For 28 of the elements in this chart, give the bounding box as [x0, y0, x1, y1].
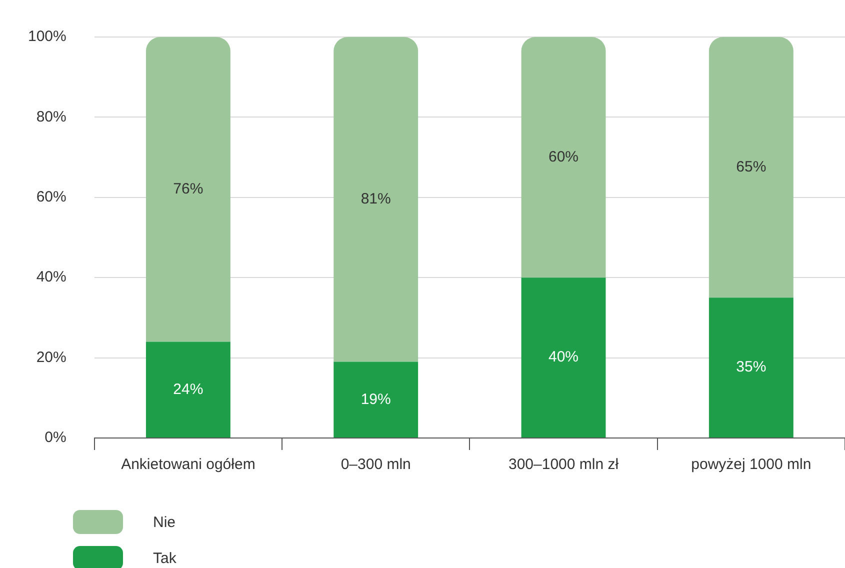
- data-label: 60%: [548, 148, 579, 166]
- y-tick-label: 0%: [44, 429, 66, 446]
- data-label: 19%: [360, 390, 391, 408]
- x-tick-label: Ankietowani ogółem: [121, 456, 256, 474]
- y-tick-label: 40%: [36, 268, 66, 286]
- y-tick-label: 80%: [36, 108, 66, 126]
- bar: [521, 37, 606, 278]
- bar: [334, 362, 418, 438]
- legend-label: Nie: [153, 514, 176, 530]
- x-tick-label: 0–300 mln: [340, 456, 411, 474]
- bar: [708, 37, 794, 298]
- bar: [521, 278, 606, 438]
- bar: [334, 37, 418, 362]
- x-tick-label: 300–1000 mln zł: [508, 456, 620, 474]
- bar: [146, 37, 230, 342]
- legend-label: Tak: [153, 550, 176, 566]
- x-tick-label: powyżej 1000 mln: [691, 456, 812, 474]
- bar: [146, 342, 230, 438]
- y-tick-label: 20%: [36, 348, 66, 366]
- y-tick-label: 100%: [28, 28, 66, 46]
- data-label: 40%: [548, 348, 579, 366]
- data-label: 81%: [360, 190, 391, 208]
- bar: [708, 298, 794, 438]
- y-tick-label: 60%: [36, 188, 66, 206]
- data-label: 35%: [736, 358, 766, 376]
- data-label: 76%: [173, 180, 204, 198]
- data-label: 24%: [173, 380, 204, 398]
- data-label: 65%: [736, 158, 766, 176]
